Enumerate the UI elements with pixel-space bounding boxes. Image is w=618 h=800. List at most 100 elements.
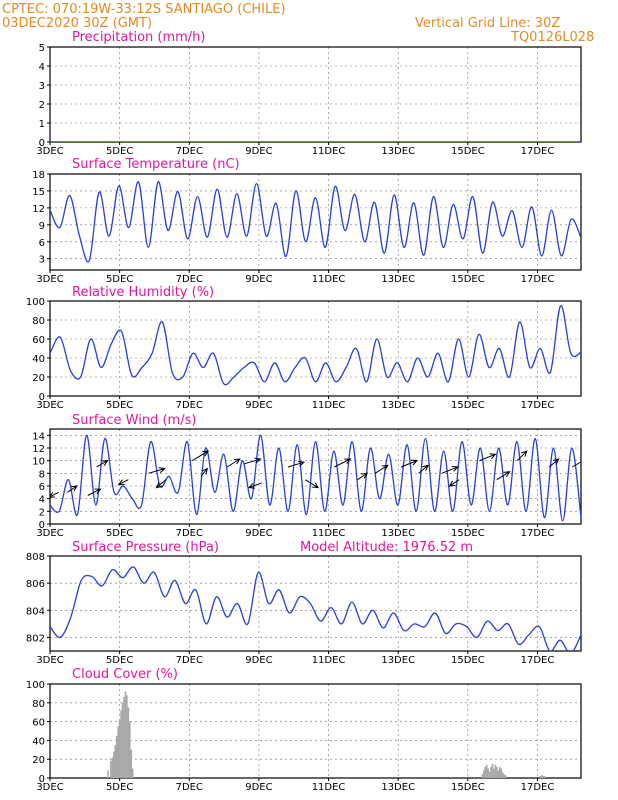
wind-vector-arrow (148, 467, 166, 474)
wind-vector-arrow (479, 453, 497, 462)
x-tick-label: 9DEC (245, 400, 272, 411)
cloud-bar (539, 776, 542, 778)
panel-title: Precipitation (mm/h) (72, 30, 205, 45)
wind-vector-arrow (96, 460, 109, 468)
panel-3: 3DEC 5DEC 7DEC 9DEC 11DEC 13DEC 15DEC 17DEC 0 24 6… (32, 413, 582, 539)
cloud-bar (126, 695, 128, 778)
header-model-id: TQ0126L028 (510, 30, 594, 45)
y-tick-label: 80 (32, 316, 45, 327)
x-tick-label: 15DEC (451, 528, 485, 539)
y-tick-label: 100 (26, 680, 45, 691)
cloud-bar (131, 768, 134, 778)
series-layer (107, 691, 546, 778)
y-tick-label: 4 (39, 495, 45, 506)
plot-frame (49, 46, 582, 143)
panel-title: Surface Pressure (hPa) (72, 540, 219, 555)
cloud-bar (118, 719, 121, 778)
series-layer (50, 305, 581, 386)
x-tick-label: 3DEC (36, 528, 63, 539)
y-tick-label: 18 (32, 170, 45, 181)
x-tick-label: 5DEC (106, 274, 133, 285)
cloud-bar (113, 751, 115, 778)
panel-4: 3DEC 5DEC 7DEC 9DEC 11DEC 13DEC 15DEC 17DEC 802 8… (26, 540, 582, 666)
y-tick-label: 2 (39, 100, 45, 111)
wind-vector-arrow (305, 479, 320, 489)
cloud-bar (494, 764, 497, 778)
x-tick-label: 17DEC (521, 528, 555, 539)
panel-title: Cloud Cover (%) (72, 667, 178, 682)
y-tick-label: 15 (32, 187, 45, 198)
y-tick-label: 10 (32, 457, 45, 468)
panel-5: 3DEC 5DEC 7DEC 9DEC 11DEC 13DEC 15DEC 17DEC 0 20 4… (26, 667, 582, 793)
wind-vector-arrow (200, 467, 209, 477)
x-tick-label: 3DEC (36, 146, 63, 157)
x-tick-label: 3DEC (36, 782, 63, 793)
x-tick-label: 7DEC (176, 274, 203, 285)
x-tick-label: 11DEC (312, 274, 346, 285)
cloud-bar (121, 702, 124, 778)
cloud-bar (488, 771, 491, 778)
y-tick-label: 3 (39, 255, 45, 266)
x-tick-label: 3DEC (36, 274, 63, 285)
wind-vector-arrow (441, 466, 459, 474)
x-tick-label: 15DEC (451, 400, 485, 411)
wind-vector-arrow (357, 472, 369, 481)
x-tick-label: 17DEC (521, 400, 555, 411)
y-tick-label: 20 (32, 755, 45, 766)
x-tick-label: 5DEC (106, 528, 133, 539)
y-tick-label: 806 (26, 579, 45, 590)
plot-frame (49, 555, 582, 652)
y-tick-label: 60 (32, 718, 45, 729)
y-tick-label: 6 (39, 482, 45, 493)
x-tick-label: 3DEC (36, 655, 63, 666)
wind-vector-arrow (244, 457, 262, 465)
cloud-bar (497, 770, 500, 778)
x-tick-label: 9DEC (245, 274, 272, 285)
series-line (50, 434, 581, 522)
x-tick-label: 9DEC (245, 655, 272, 666)
plot-frame (49, 300, 582, 397)
x-tick-label: 7DEC (176, 146, 203, 157)
wind-vector-arrow (226, 458, 241, 468)
x-tick-label: 15DEC (451, 146, 485, 157)
series-layer (50, 181, 581, 263)
cloud-bar (490, 766, 492, 778)
y-tick-label: 2 (39, 507, 45, 518)
panel-annotation: Model Altitude: 1976.52 m (300, 540, 473, 555)
plot-frame (49, 173, 582, 271)
cloud-bar (111, 757, 114, 778)
cloud-bar (123, 697, 125, 778)
cloud-bar (107, 770, 109, 778)
cloud-bar (115, 735, 118, 778)
wind-vector-arrow (496, 471, 511, 481)
panels: 3DEC 5DEC 7DEC 9DEC 11DEC 13DEC 15DEC 17DEC 0 12 3… (26, 30, 582, 793)
cloud-bar (130, 749, 133, 778)
wind-vector-arrow (50, 491, 59, 498)
y-tick-label: 14 (32, 431, 45, 442)
cloud-bar (500, 768, 503, 778)
series-line (50, 181, 581, 263)
x-tick-label: 11DEC (312, 528, 346, 539)
x-tick-label: 9DEC (245, 146, 272, 157)
x-tick-label: 5DEC (106, 146, 133, 157)
x-tick-label: 15DEC (451, 782, 485, 793)
header-grid-note: Vertical Grid Line: 30Z (415, 16, 560, 31)
cloud-bar (120, 710, 122, 778)
y-tick-label: 5 (39, 43, 45, 54)
cloud-bar (501, 772, 504, 778)
cloud-bar (491, 763, 494, 778)
x-tick-label: 13DEC (381, 146, 415, 157)
cloud-bar (128, 721, 131, 778)
header-run-time: 03DEC2020 30Z (GMT) (2, 16, 152, 31)
cloud-bar (114, 745, 117, 778)
plot-frame (49, 683, 582, 779)
series-layer (50, 434, 581, 522)
panel-title: Surface Wind (m/s) (72, 413, 196, 428)
series-line (50, 566, 581, 651)
y-tick-label: 0 (39, 392, 45, 403)
cloud-bar (117, 726, 119, 778)
panel-title: Relative Humidity (%) (72, 285, 214, 300)
wind-vector-arrow (287, 460, 306, 468)
x-tick-label: 15DEC (451, 655, 485, 666)
y-tick-label: 12 (32, 444, 45, 455)
